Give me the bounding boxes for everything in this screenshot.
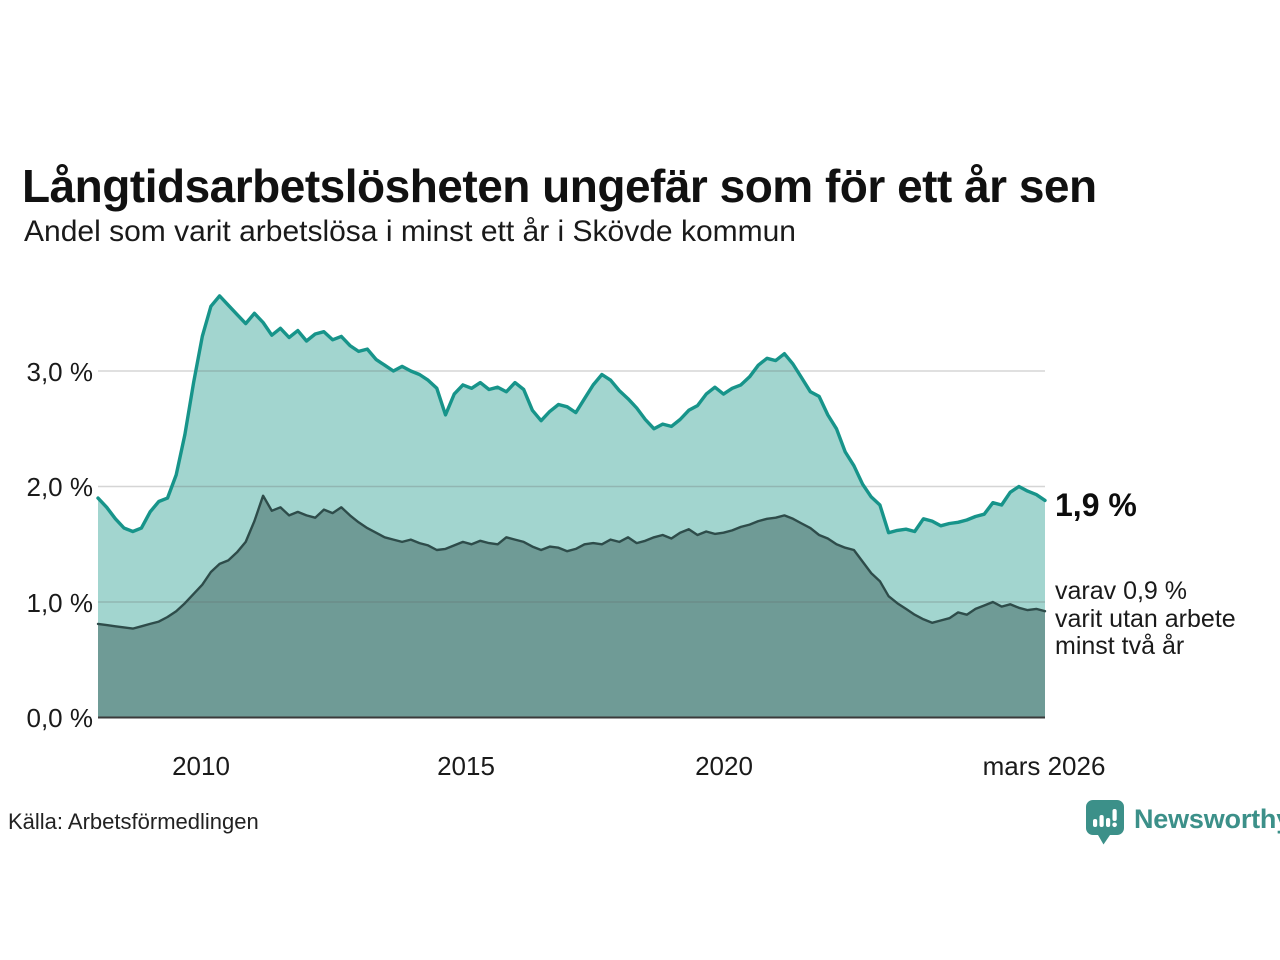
y-axis-tick-1: 1,0 % [26, 588, 94, 618]
newsworthy-wordmark: Newsworthy [1134, 804, 1280, 834]
x-axis-tick-2010: 2010 [172, 751, 230, 781]
x-axis-tick-mars-2026: mars 2026 [982, 751, 1106, 781]
chart-subtitle: Andel som varit arbetslösa i minst ett å… [24, 215, 796, 248]
chart-title: Långtidsarbetslösheten ungefär som för e… [22, 159, 1097, 212]
gridlines [98, 370, 1045, 603]
y-axis-tick-3: 3,0 % [26, 357, 94, 387]
total-value-label: 1,9 % [1055, 487, 1137, 523]
y-axis-tick-0: 0,0 % [26, 703, 94, 733]
two-year-annotation-line-1: varav 0,9 % [1055, 577, 1188, 605]
two-year-annotation: varav 0,9 % varit utan arbete minst två … [1055, 577, 1236, 661]
two-year-area-fill [98, 495, 1045, 718]
total-line [96, 294, 1047, 535]
newsworthy-logo: Newsworthy [1085, 799, 1280, 846]
two-year-annotation-line-2: varit utan arbete [1055, 604, 1236, 633]
two-year-line [96, 494, 1047, 630]
two-year-annotation-line-3: minst två år [1055, 632, 1185, 660]
source-caption: Källa: Arbetsförmedlingen [8, 809, 259, 834]
y-axis-tick-2: 2,0 % [26, 472, 94, 502]
x-axis-tick-2020: 2020 [695, 751, 753, 781]
newsworthy-icon [1086, 800, 1124, 845]
x-axis-tick-2015: 2015 [437, 751, 495, 781]
